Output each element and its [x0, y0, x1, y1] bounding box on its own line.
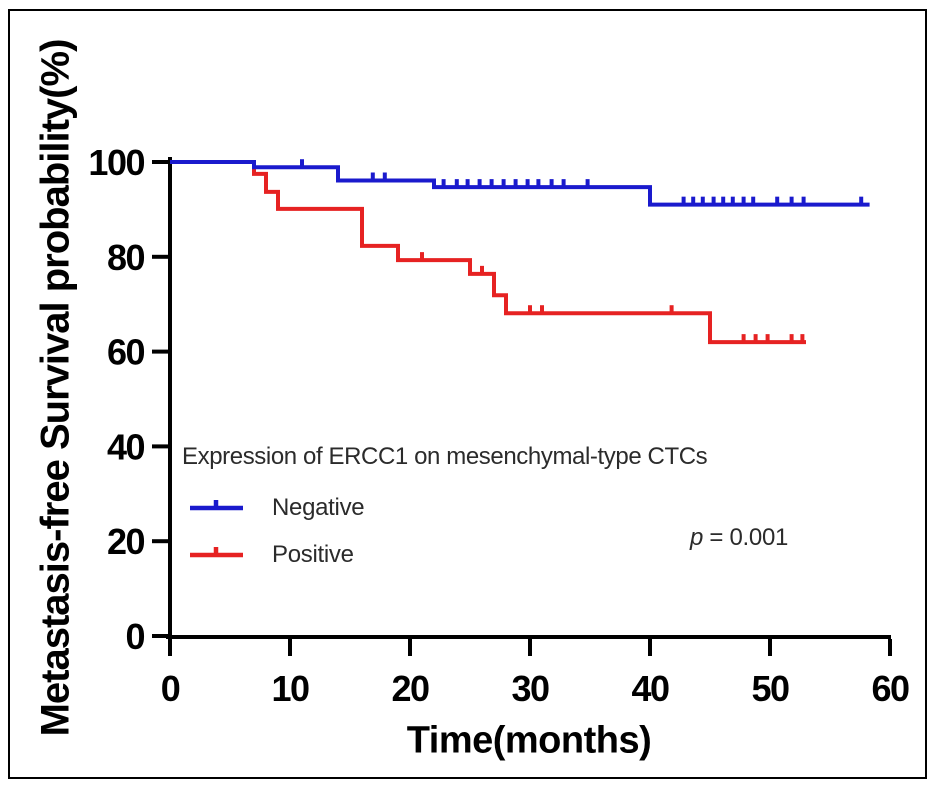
x-tick-label: 20 — [391, 668, 429, 709]
x-tick-label: 40 — [631, 668, 669, 709]
y-axis-label: Metastasis-free Survival probability(%) — [33, 39, 78, 737]
x-tick-label: 30 — [511, 668, 549, 709]
y-tick-label: 20 — [107, 521, 145, 562]
p-value-text: = 0.001 — [703, 524, 789, 551]
x-tick-label: 60 — [871, 668, 909, 709]
y-tick-label: 60 — [107, 332, 145, 373]
y-tick-label: 0 — [125, 616, 144, 657]
axes: 0 20 40 60 80 100 0 10 20 30 40 50 60 — [88, 142, 910, 709]
legend-label-negative: Negative — [272, 494, 365, 521]
survival-curves — [170, 159, 870, 345]
curve-positive — [170, 160, 806, 345]
p-value-annotation: p = 0.001 — [690, 524, 788, 552]
x-tick-label: 0 — [161, 668, 180, 709]
p-symbol: p — [690, 524, 704, 551]
y-tick-label: 40 — [107, 426, 145, 467]
legend-label-positive: Positive — [272, 541, 354, 568]
x-tick-label: 50 — [751, 668, 789, 709]
y-tick-label: 80 — [107, 237, 145, 278]
x-axis-label: Time(months) — [406, 719, 652, 762]
figure-border — [8, 9, 927, 779]
legend-symbols — [190, 500, 243, 558]
x-tick-label: 10 — [271, 668, 309, 709]
curve-negative — [170, 160, 870, 207]
legend-title: Expression of ERCC1 on mesenchymal-type … — [182, 443, 708, 470]
y-tick-label: 100 — [88, 142, 144, 183]
